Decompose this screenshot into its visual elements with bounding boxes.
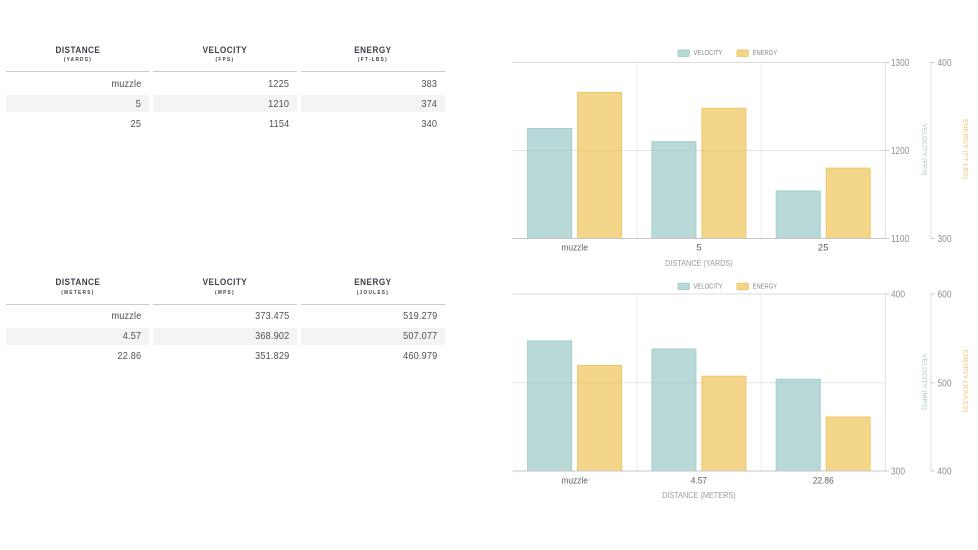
- svg-text:ENERGY (FT-LBS): ENERGY (FT-LBS): [962, 119, 969, 179]
- svg-text:VELOCITY: VELOCITY: [694, 50, 723, 57]
- svg-text:ENERGY: ENERGY: [753, 283, 778, 290]
- svg-text:VELOCITY (FPS): VELOCITY (FPS): [920, 124, 927, 176]
- svg-text:400: 400: [938, 467, 952, 478]
- svg-text:400: 400: [938, 58, 952, 69]
- svg-text:22.86: 22.86: [813, 475, 834, 486]
- svg-text:1100: 1100: [891, 234, 910, 245]
- svg-text:DISTANCE (YARDS): DISTANCE (YARDS): [665, 259, 733, 268]
- svg-text:VELOCITY (MPS): VELOCITY (MPS): [920, 354, 927, 410]
- svg-text:ENERGY: ENERGY: [753, 50, 778, 57]
- svg-text:ENERGY (JOULES): ENERGY (JOULES): [962, 350, 969, 413]
- svg-text:500: 500: [938, 378, 952, 389]
- svg-text:muzzle: muzzle: [561, 243, 588, 254]
- svg-text:300: 300: [938, 234, 952, 245]
- svg-text:1200: 1200: [891, 146, 910, 157]
- svg-text:VELOCITY: VELOCITY: [694, 283, 723, 290]
- svg-text:300: 300: [891, 467, 905, 478]
- svg-text:DISTANCE (METERS): DISTANCE (METERS): [662, 491, 736, 500]
- svg-text:600: 600: [938, 290, 952, 301]
- svg-text:400: 400: [891, 290, 905, 301]
- svg-text:5: 5: [696, 243, 701, 254]
- svg-text:4.57: 4.57: [691, 475, 707, 486]
- svg-text:1300: 1300: [891, 58, 910, 69]
- svg-text:25: 25: [818, 243, 829, 254]
- svg-text:muzzle: muzzle: [561, 475, 588, 486]
